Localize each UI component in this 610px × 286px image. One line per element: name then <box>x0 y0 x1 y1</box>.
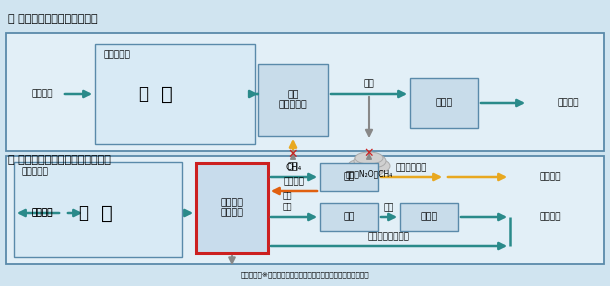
Bar <box>320 163 378 191</box>
Text: 堆肥: 堆肥 <box>384 203 394 212</box>
Bar <box>400 203 458 231</box>
Bar <box>320 203 378 231</box>
Text: グリーン電力: グリーン電力 <box>395 163 427 172</box>
Text: 飼料・水: 飼料・水 <box>31 208 52 217</box>
Ellipse shape <box>348 160 366 172</box>
Text: 🐔: 🐔 <box>101 204 113 223</box>
Ellipse shape <box>354 163 384 177</box>
Text: 発電: 発電 <box>343 172 355 182</box>
Text: 高速
堆肥化装置: 高速 堆肥化装置 <box>279 90 307 110</box>
Bar <box>95 44 255 144</box>
Text: 堆肥: 堆肥 <box>364 79 375 88</box>
Text: 肥料需要: 肥料需要 <box>558 98 579 108</box>
Text: 養鶏事業者: 養鶏事業者 <box>104 50 131 59</box>
Text: 飼料・水: 飼料・水 <box>31 208 52 217</box>
Text: 🐔: 🐔 <box>161 84 173 104</box>
Ellipse shape <box>355 152 383 164</box>
Text: （無機砂）※本事業以外にて資源としての活用可能性を検討予定: （無機砂）※本事業以外にて資源としての活用可能性を検討予定 <box>241 271 369 278</box>
Text: 【 将来（鶏ふんバイオガス化）】: 【 将来（鶏ふんバイオガス化）】 <box>8 155 111 165</box>
Text: 固形
残さ: 固形 残さ <box>282 192 292 211</box>
Text: 電力: 電力 <box>288 162 298 171</box>
Text: 乾燥: 乾燥 <box>343 212 355 221</box>
Text: 肥料需要: 肥料需要 <box>540 212 561 221</box>
Bar <box>6 156 604 264</box>
Text: 🐔: 🐔 <box>138 85 148 103</box>
Text: 開発対象
システム: 開発対象 システム <box>220 198 243 218</box>
Ellipse shape <box>364 154 386 168</box>
Ellipse shape <box>354 154 374 168</box>
Text: 養鶏事業者: 養鶏事業者 <box>22 167 49 176</box>
Ellipse shape <box>372 160 390 172</box>
Text: 飼料・水: 飼料・水 <box>31 90 52 98</box>
Bar <box>410 78 478 128</box>
Text: CH₄: CH₄ <box>286 163 302 172</box>
Text: 【 現状（例：高速堆肥化）】: 【 現状（例：高速堆肥化）】 <box>8 14 98 24</box>
Text: 電力需要: 電力需要 <box>540 172 561 182</box>
Text: 堆肥含: 堆肥含 <box>436 98 453 108</box>
Bar <box>258 64 328 136</box>
Text: 堆肥含: 堆肥含 <box>420 212 437 221</box>
Text: ✕: ✕ <box>364 146 375 160</box>
Bar <box>196 163 268 253</box>
Text: 電力・熱: 電力・熱 <box>284 177 304 186</box>
Text: 臭気・N₂O・CH₄: 臭気・N₂O・CH₄ <box>345 170 393 178</box>
Text: 🐔: 🐔 <box>78 204 88 222</box>
Bar <box>14 162 182 257</box>
Text: 硫酸アンモニウム: 硫酸アンモニウム <box>368 232 410 241</box>
Text: ✕: ✕ <box>288 148 298 160</box>
Bar <box>6 33 604 151</box>
